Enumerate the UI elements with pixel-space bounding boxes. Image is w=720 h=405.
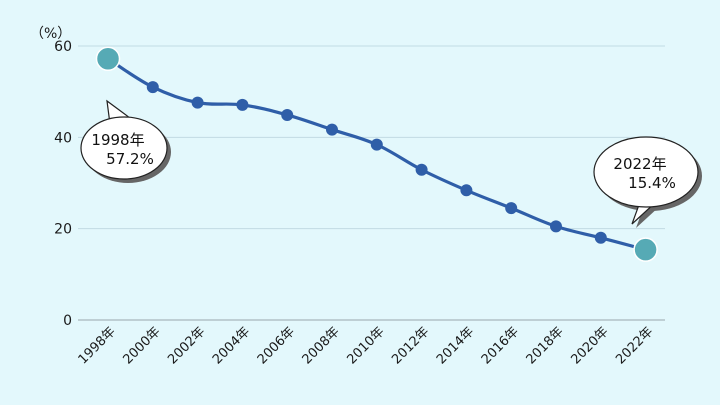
x-tick-label: 2000年 — [120, 324, 163, 367]
data-point — [281, 108, 294, 121]
x-tick-label: 2006年 — [255, 324, 298, 367]
data-point — [550, 220, 562, 233]
x-tick-label: 2012年 — [389, 324, 432, 367]
data-point — [633, 237, 658, 262]
data-point — [594, 231, 607, 244]
x-tick-label: 2018年 — [524, 324, 567, 367]
x-tick-label: 2020年 — [568, 324, 611, 367]
axes: 0 20 40 60 — [54, 39, 665, 329]
y-tick-label: 60 — [54, 39, 72, 55]
x-tick-label: 2010年 — [344, 324, 387, 367]
callout-value: 15.4% — [628, 174, 676, 192]
data-point — [236, 98, 249, 111]
data-points — [95, 46, 658, 262]
grid-lines — [78, 45, 665, 230]
callout-body — [80, 116, 168, 180]
x-tick-label: 2008年 — [300, 324, 343, 367]
x-tick-labels: 1998年 2000年 2002年 2004年 2006年 2008年 2010年 2012年… — [76, 324, 657, 367]
data-point — [370, 138, 383, 151]
data-point — [505, 202, 518, 215]
callout-seam — [110, 121, 134, 124]
data-point — [146, 81, 159, 94]
x-tick-label: 1998年 — [76, 324, 119, 367]
x-tick-label: 2022年 — [613, 324, 656, 367]
x-tick-label: 2016年 — [479, 324, 522, 367]
x-tick-label: 2002年 — [165, 324, 208, 367]
callout-year: 2022年 — [613, 155, 666, 173]
x-tick-label: 2004年 — [210, 324, 253, 367]
data-point — [95, 46, 121, 72]
data-point — [460, 184, 473, 197]
callout-year: 1998年 — [91, 131, 144, 149]
series-line — [106, 57, 648, 252]
callout-value: 57.2% — [106, 150, 154, 168]
y-tick-label: 0 — [63, 313, 72, 329]
data-point — [415, 163, 428, 176]
y-tick-label: 20 — [54, 222, 72, 238]
y-axis-label: （%） — [30, 26, 71, 42]
data-point — [326, 123, 338, 136]
y-tick-label: 40 — [54, 130, 72, 146]
series-path — [106, 57, 648, 252]
x-tick-label: 2014年 — [434, 324, 477, 367]
data-point — [191, 96, 204, 109]
callout-body — [593, 136, 699, 208]
